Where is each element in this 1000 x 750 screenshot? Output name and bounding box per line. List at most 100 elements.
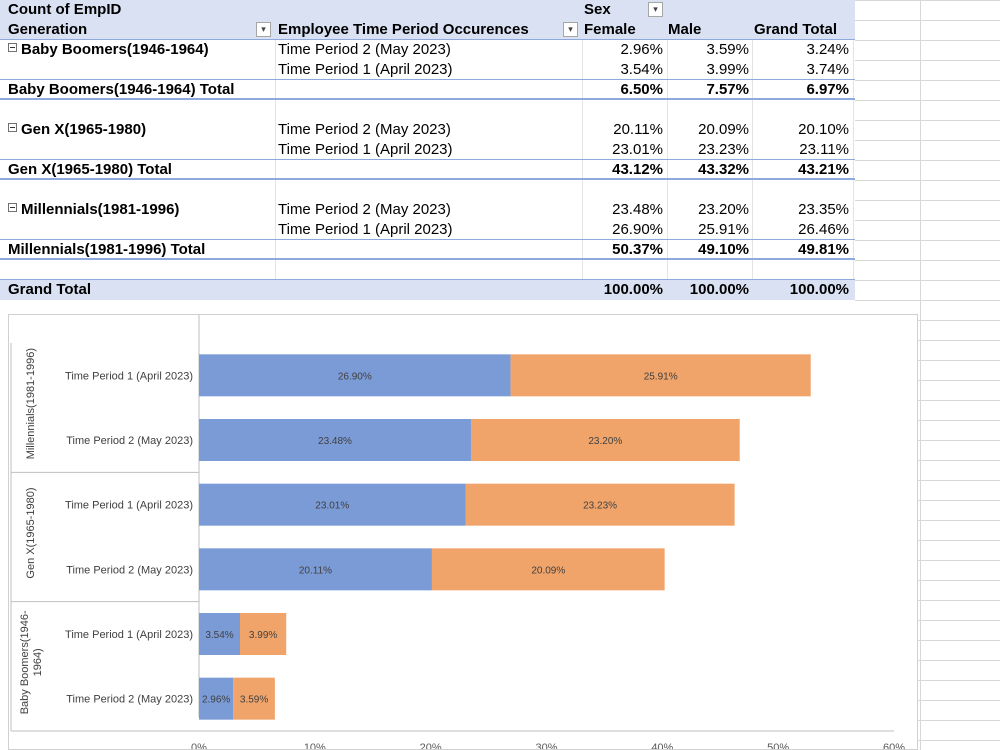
gridline — [855, 280, 1000, 281]
group-axis-label: Millennials(1981-1996) — [25, 348, 37, 459]
subtotal-label: Gen X(1965-1980) Total — [8, 161, 172, 178]
subtotal-label: Millennials(1981-1996) Total — [8, 241, 206, 258]
grand-subtotal: 43.21% — [798, 161, 849, 178]
subtotal-label: Baby Boomers(1946-1964) Total — [8, 81, 235, 98]
cell-border — [667, 120, 668, 140]
pivot-data-row: Time Period 1 (April 2023) 23.01% 23.23% 23… — [0, 140, 855, 160]
cell-border — [752, 200, 753, 220]
gridline — [855, 440, 1000, 441]
period-label: Time Period 2 (May 2023) — [278, 201, 451, 218]
gridline — [855, 600, 1000, 601]
row-border — [0, 39, 855, 40]
gridline — [855, 520, 1000, 521]
cell-border — [582, 220, 583, 240]
cell-border — [275, 60, 276, 80]
period-filter-icon[interactable]: ▾ — [563, 22, 578, 37]
category-label: Time Period 2 (May 2023) — [66, 564, 193, 576]
bar-data-label: 23.01% — [315, 501, 349, 512]
gridline — [855, 420, 1000, 421]
female-bar — [199, 483, 466, 526]
group-name: Millennials(1981-1996) — [21, 201, 180, 218]
female-value: 23.48% — [612, 201, 663, 218]
cell-border — [752, 40, 753, 60]
gridline — [855, 580, 1000, 581]
male-subtotal: 49.10% — [698, 241, 749, 258]
cell-border — [275, 140, 276, 160]
male-value: 3.99% — [706, 61, 749, 78]
gridline — [855, 400, 1000, 401]
bar-data-label: 20.11% — [299, 565, 332, 576]
group-label[interactable]: Millennials(1981-1996) — [8, 200, 276, 220]
cell-border — [853, 80, 854, 100]
row-border — [0, 178, 855, 180]
cell-border — [667, 260, 668, 280]
male-bar — [465, 483, 735, 526]
pivot-header-row-1: Count of EmpID Sex ▾ — [0, 0, 855, 20]
group-label[interactable]: Baby Boomers(1946-1964) — [8, 40, 276, 60]
male-header: Male — [668, 21, 702, 38]
group-label[interactable]: Gen X(1965-1980) — [8, 120, 276, 140]
pivot-subtotal-row: Gen X(1965-1980) Total 43.12% 43.32% 43.21% — [0, 160, 855, 180]
sex-filter-dropdown-icon[interactable]: ▾ — [648, 2, 663, 17]
male-value: 20.09% — [698, 121, 749, 138]
bar-data-label: 23.23% — [583, 501, 617, 512]
collapse-icon[interactable] — [8, 123, 17, 132]
stacked-bar-chart[interactable]: Millennials(1981-1996) Gen X(1965-1980) Ba… — [8, 314, 918, 750]
category-label: Time Period 1 (April 2023) — [65, 370, 193, 382]
x-tick-label: 20% — [420, 742, 442, 749]
cell-border — [853, 60, 854, 80]
male-bar — [510, 354, 811, 397]
pivot-data-row: Millennials(1981-1996) Time Period 2 (May… — [0, 200, 855, 220]
female-bar — [199, 677, 234, 720]
cell-border — [275, 200, 276, 220]
pivot-header-row-2: Generation ▾ Employee Time Period Occurenc… — [0, 20, 855, 40]
female-value: 3.54% — [620, 61, 663, 78]
grand-subtotal: 49.81% — [798, 241, 849, 258]
male-bar — [240, 613, 287, 655]
gridline — [855, 120, 1000, 121]
gridline — [920, 0, 921, 750]
group-axis-label: Baby Boomers(1946-1964) — [19, 610, 44, 714]
cell-border — [667, 80, 668, 100]
cell-border — [853, 160, 854, 180]
gridline — [855, 20, 1000, 21]
generation-filter-icon[interactable]: ▾ — [256, 22, 271, 37]
gridline — [855, 100, 1000, 101]
cell-border — [275, 80, 276, 100]
cell-border — [275, 240, 276, 260]
cell-border — [752, 220, 753, 240]
gridline — [855, 380, 1000, 381]
gridline — [855, 40, 1000, 41]
cell-border — [582, 240, 583, 260]
female-subtotal: 50.37% — [612, 241, 663, 258]
cell-border — [582, 180, 583, 200]
gridline — [855, 60, 1000, 61]
cell-border — [667, 180, 668, 200]
cell-border — [275, 40, 276, 60]
pivot-data-row: Baby Boomers(1946-1964) Time Period 2 (Ma… — [0, 40, 855, 60]
category-label: Time Period 2 (May 2023) — [66, 435, 193, 447]
category-label: Time Period 1 (April 2023) — [65, 629, 193, 641]
female-header: Female — [584, 21, 636, 38]
male-value: 3.59% — [706, 41, 749, 58]
cell-border — [667, 240, 668, 260]
male-grand-total: 100.00% — [689, 281, 749, 298]
gridline — [855, 680, 1000, 681]
gridline — [855, 180, 1000, 181]
gridline — [855, 360, 1000, 361]
female-bar — [199, 548, 432, 591]
pivot-subtotal-row: Millennials(1981-1996) Total 50.37% 49.10%… — [0, 240, 855, 260]
pivot-table: Count of EmpID Sex ▾ Generation ▾ Employee Ti… — [0, 0, 855, 300]
row-border — [0, 79, 855, 80]
cell-border — [275, 260, 276, 280]
male-bar — [233, 677, 275, 720]
grand-value: 20.10% — [798, 121, 849, 138]
grand-value: 23.11% — [799, 141, 849, 158]
collapse-icon[interactable] — [8, 203, 17, 212]
category-label: Time Period 1 (April 2023) — [65, 500, 193, 512]
cell-border — [853, 220, 854, 240]
grand-total-header: Grand Total — [754, 21, 838, 38]
female-grand-total: 100.00% — [603, 281, 663, 298]
collapse-icon[interactable] — [8, 43, 17, 52]
bar-data-label: 3.99% — [249, 630, 277, 641]
